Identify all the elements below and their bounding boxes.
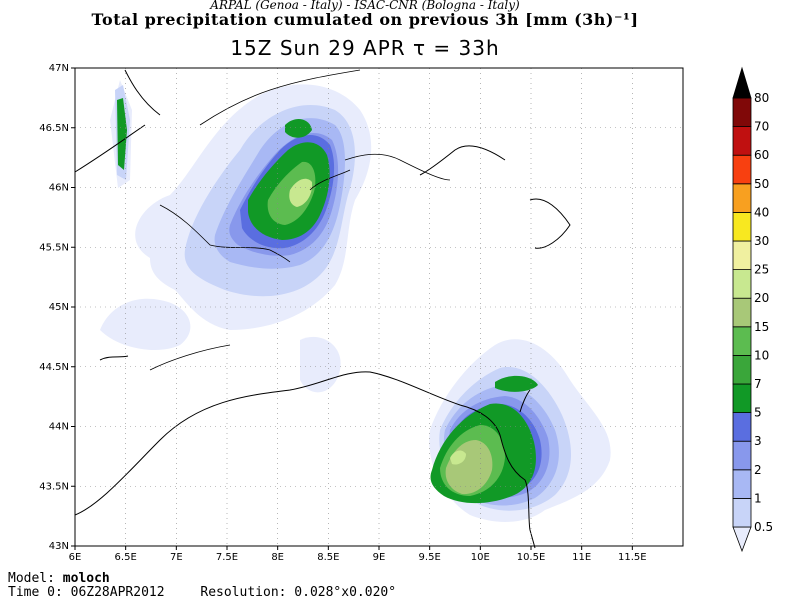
colorbar-box [732,440,752,471]
lon-tick-label: 8.5E [317,552,339,563]
colorbar-label: 2 [754,463,762,477]
colorbar-label: 50 [754,177,769,191]
colorbar-box [732,326,752,356]
colorbar-box [732,497,752,528]
lat-tick-label: 44.5N [39,362,69,373]
lon-tick-label: 6.5E [115,552,137,563]
colorbar-box [732,354,752,385]
lon-tick-label: 7E [170,552,183,563]
colorbar-box [732,97,752,128]
lat-tick-label: 44N [49,422,69,433]
credits-text: ARPAL (Genoa - Italy) - ISAC-CNR (Bologn… [210,0,520,12]
model-value: moloch [62,571,110,586]
lat-tick-label: 43N [49,541,69,552]
colorbar-box [732,240,752,271]
colorbar-label: 70 [754,120,769,134]
colorbar-label: 10 [754,348,769,362]
colorbar-label: 60 [754,148,769,162]
resolution-label: Resolution: [200,585,287,600]
lat-tick-label: 45N [49,302,69,313]
colorbar-label: 3 [754,434,762,448]
coastlines [74,69,571,549]
lon-tick-label: 11E [572,552,591,563]
colorbar-label: 40 [754,205,769,219]
colorbar-label: 5 [754,406,762,420]
colorbar-label: 15 [754,320,769,334]
colorbar-label: 20 [754,291,769,305]
lat-tick-label: 46N [49,183,69,194]
lon-tick-label: 6E [69,552,82,563]
colorbar-label: 7 [754,377,762,391]
lon-tick-label: 8E [271,552,284,563]
lon-tick-label: 11.5E [618,552,647,563]
lon-tick-label: 7.5E [216,552,238,563]
map-title: Total precipitation cumulated on previou… [91,10,639,29]
lat-tick-label: 45.5N [39,242,69,253]
colorbar-label: 80 [754,91,769,105]
colorbar-box [732,183,752,213]
colorbar-label: 0.5 [754,520,773,534]
colorbar-label: 30 [754,234,769,248]
colorbar-box [732,383,752,414]
map-subtitle: 15Z Sun 29 APR τ = 33h [230,36,500,60]
resolution-value: 0.028°x0.020° [294,585,397,600]
time-value: 06Z28APR2012 [70,585,165,600]
precip-field-south [429,339,611,522]
lon-tick-label: 9.5E [419,552,441,563]
lat-tick-label: 46.5N [39,123,69,134]
precip-colorbar: 0.5 1 2 3 5 7 10 15 20 25 30 40 50 60 70 80 [732,66,773,553]
colorbar-box [732,126,752,156]
colorbar-box [732,269,752,299]
colorbar-box [732,211,752,242]
lat-tick-label: 47N [49,63,69,74]
colorbar-box [732,297,752,328]
lat-tick-label: 43.5N [39,481,69,492]
colorbar-label: 25 [754,263,769,277]
borders [149,69,451,371]
colorbar-label: 1 [754,491,762,505]
colorbar-box [732,412,752,442]
time-line: Time 0: 06Z28APR2012 Resolution: 0.028°x… [8,585,396,600]
model-line: Model: moloch [8,571,110,586]
model-label: Model: [8,571,55,586]
lon-tick-label: 10.5E [517,552,546,563]
lon-tick-label: 10E [471,552,490,563]
latitude-ticks: 47N 46.5N 46N 45.5N 45N 44.5N 44N 43.5N 43N [39,63,75,552]
colorbar-box [732,154,752,185]
colorbar-min-triangle [732,526,752,553]
colorbar-max-triangle [732,66,752,99]
longitude-ticks: 6E 6.5E 7E 7.5E 8E 8.5E 9E 9.5E 10E 10.5E 11E 11.5E [69,546,647,563]
colorbar-box [732,469,752,499]
time-label: Time 0: [8,585,63,600]
precip-field-north [100,80,372,393]
lon-tick-label: 9E [373,552,386,563]
